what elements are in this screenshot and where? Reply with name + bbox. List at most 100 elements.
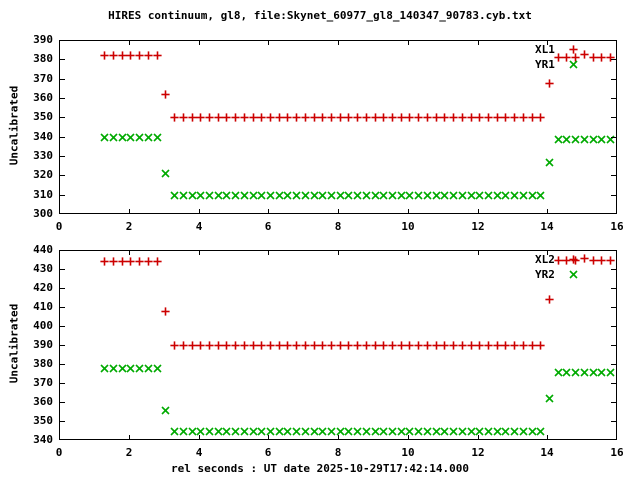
x-axis-tick xyxy=(199,435,200,440)
y-axis-tick xyxy=(59,195,65,196)
x-axis-tick-label: 0 xyxy=(55,220,63,233)
x-axis-tick xyxy=(129,435,130,440)
x-axis-tick xyxy=(408,435,409,440)
y-axis-tick-label: 310 xyxy=(33,188,53,201)
x-axis-tick xyxy=(478,209,479,214)
y-axis-tick xyxy=(611,326,617,327)
x-axis-tick xyxy=(547,250,548,255)
x-axis-tick xyxy=(408,209,409,214)
x-axis-tick-label: 10 xyxy=(401,220,415,233)
x-axis-tick xyxy=(408,250,409,255)
x-axis-tick-label: 4 xyxy=(195,446,203,459)
x-axis-tick xyxy=(199,40,200,45)
y-axis-tick-label: 330 xyxy=(33,149,53,162)
x-axis-tick-label: 8 xyxy=(334,220,342,233)
y-axis-tick xyxy=(611,59,617,60)
y-axis-tick xyxy=(59,364,65,365)
y-axis-tick-label: 390 xyxy=(33,33,53,46)
y-axis-tick xyxy=(59,79,65,80)
x-axis-tick xyxy=(268,40,269,45)
x-axis-label: rel seconds : UT date 2025-10-29T17:42:1… xyxy=(170,462,469,475)
y-axis-tick-label: 370 xyxy=(33,376,53,389)
y-axis-tick xyxy=(59,402,65,403)
y-axis-tick-label: 340 xyxy=(33,433,53,446)
y-axis-tick xyxy=(611,288,617,289)
page-title: HIRES continuum, gl8, file:Skynet_60977_… xyxy=(108,9,532,22)
x-axis-tick xyxy=(338,40,339,45)
y-axis-tick-label: 410 xyxy=(33,300,53,313)
y-axis-tick xyxy=(59,307,65,308)
y-axis-tick-label: 360 xyxy=(33,395,53,408)
y-axis-tick-label: 300 xyxy=(33,207,53,220)
x-axis-tick-label: 0 xyxy=(55,446,63,459)
y-axis-tick-label: 370 xyxy=(33,72,53,85)
x-axis-tick xyxy=(268,435,269,440)
legend-entry-yr1: YR1 xyxy=(535,58,555,71)
y-axis-tick xyxy=(59,59,65,60)
x-axis-tick xyxy=(129,250,130,255)
x-axis-tick xyxy=(408,40,409,45)
x-axis-tick xyxy=(478,435,479,440)
x-axis-tick xyxy=(478,250,479,255)
x-axis-tick xyxy=(547,209,548,214)
y-axis-tick xyxy=(611,98,617,99)
x-axis-tick-label: 16 xyxy=(610,220,624,233)
x-axis-tick-label: 12 xyxy=(471,220,485,233)
y-axis-tick-label: 380 xyxy=(33,357,53,370)
y-axis-tick xyxy=(611,307,617,308)
y-axis-tick xyxy=(59,137,65,138)
y-axis-tick-label: 440 xyxy=(33,243,53,256)
y-axis-tick xyxy=(611,402,617,403)
x-axis-tick xyxy=(547,40,548,45)
x-axis-tick-label: 10 xyxy=(401,446,415,459)
x-axis-tick-label: 2 xyxy=(125,446,133,459)
x-axis-tick xyxy=(199,250,200,255)
y-axis-tick-label: 380 xyxy=(33,52,53,65)
x-axis-tick-label: 2 xyxy=(125,220,133,233)
x-axis-tick xyxy=(129,209,130,214)
y-axis-tick xyxy=(611,156,617,157)
y-axis-tick-label: 400 xyxy=(33,319,53,332)
y-axis-tick xyxy=(59,288,65,289)
legend-entry-xl2: XL2 xyxy=(535,253,555,266)
y-axis-tick xyxy=(59,156,65,157)
x-axis-tick xyxy=(338,250,339,255)
legend-entry-yr2: YR2 xyxy=(535,268,555,281)
y-axis-tick xyxy=(59,269,65,270)
y-axis-tick xyxy=(611,195,617,196)
y-axis-tick xyxy=(59,326,65,327)
x-axis-tick-label: 4 xyxy=(195,220,203,233)
y-axis-tick-label: 360 xyxy=(33,91,53,104)
y-axis-tick xyxy=(611,137,617,138)
y-axis-tick xyxy=(611,269,617,270)
y-axis-tick xyxy=(611,175,617,176)
x-axis-tick-label: 14 xyxy=(540,220,554,233)
x-axis-tick xyxy=(478,40,479,45)
y-axis-tick xyxy=(611,421,617,422)
x-axis-tick xyxy=(268,209,269,214)
x-axis-tick xyxy=(338,209,339,214)
y-axis-tick xyxy=(59,383,65,384)
x-axis-tick xyxy=(129,40,130,45)
y-axis-tick xyxy=(611,117,617,118)
x-axis-tick-label: 8 xyxy=(334,446,342,459)
x-axis-tick-label: 14 xyxy=(540,446,554,459)
y-axis-tick xyxy=(611,345,617,346)
y-axis-tick xyxy=(59,117,65,118)
x-axis-tick xyxy=(199,209,200,214)
x-axis-tick-label: 6 xyxy=(264,446,272,459)
y-axis-tick-label: 350 xyxy=(33,414,53,427)
y-axis-tick xyxy=(611,364,617,365)
x-axis-tick-label: 16 xyxy=(610,446,624,459)
y-axis-tick xyxy=(611,383,617,384)
y-axis-tick-label: 320 xyxy=(33,168,53,181)
y-axis-tick-label: 420 xyxy=(33,281,53,294)
y-axis-tick-label: 430 xyxy=(33,262,53,275)
y-axis-tick-label: 390 xyxy=(33,338,53,351)
y-axis-tick-label: 350 xyxy=(33,110,53,123)
x-axis-tick-label: 12 xyxy=(471,446,485,459)
y-axis-tick xyxy=(59,345,65,346)
